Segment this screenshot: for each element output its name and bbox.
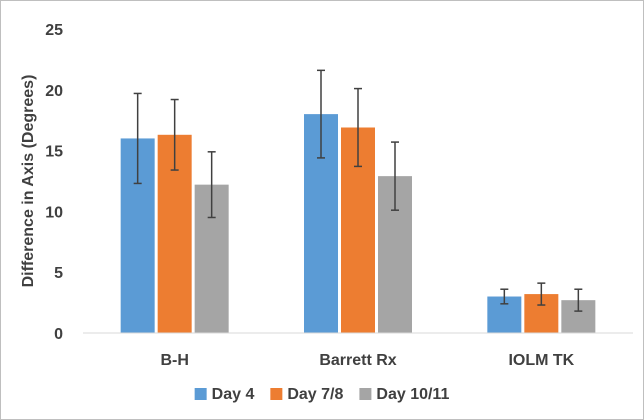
x-tick-label: Barrett Rx	[319, 352, 396, 369]
y-axis-label: Difference in Axis (Degrees)	[20, 75, 37, 288]
y-tick-label: 25	[45, 22, 63, 39]
y-tick-label: 5	[54, 265, 63, 282]
y-tick-label: 0	[54, 326, 63, 343]
legend-label: Day 7/8	[287, 386, 343, 403]
legend-swatch	[270, 388, 283, 400]
legend: Day 4 Day 7/8 Day 10/11	[194, 386, 449, 403]
legend-label: Day 4	[212, 386, 255, 403]
y-tick-label: 15	[45, 144, 63, 161]
error-bars	[133, 69, 583, 312]
legend-swatch	[359, 388, 372, 400]
y-tick-label: 20	[45, 83, 63, 100]
legend-swatch	[194, 388, 207, 400]
x-tick-label: B-H	[160, 352, 188, 369]
y-axis-ticks: 0 5 10 15 20 25	[45, 22, 63, 343]
x-axis-ticks: B-H Barrett Rx IOLM TK	[160, 352, 574, 369]
y-tick-label: 10	[45, 204, 63, 221]
legend-label: Day 10/11	[376, 386, 449, 403]
x-tick-label: IOLM TK	[508, 352, 574, 369]
